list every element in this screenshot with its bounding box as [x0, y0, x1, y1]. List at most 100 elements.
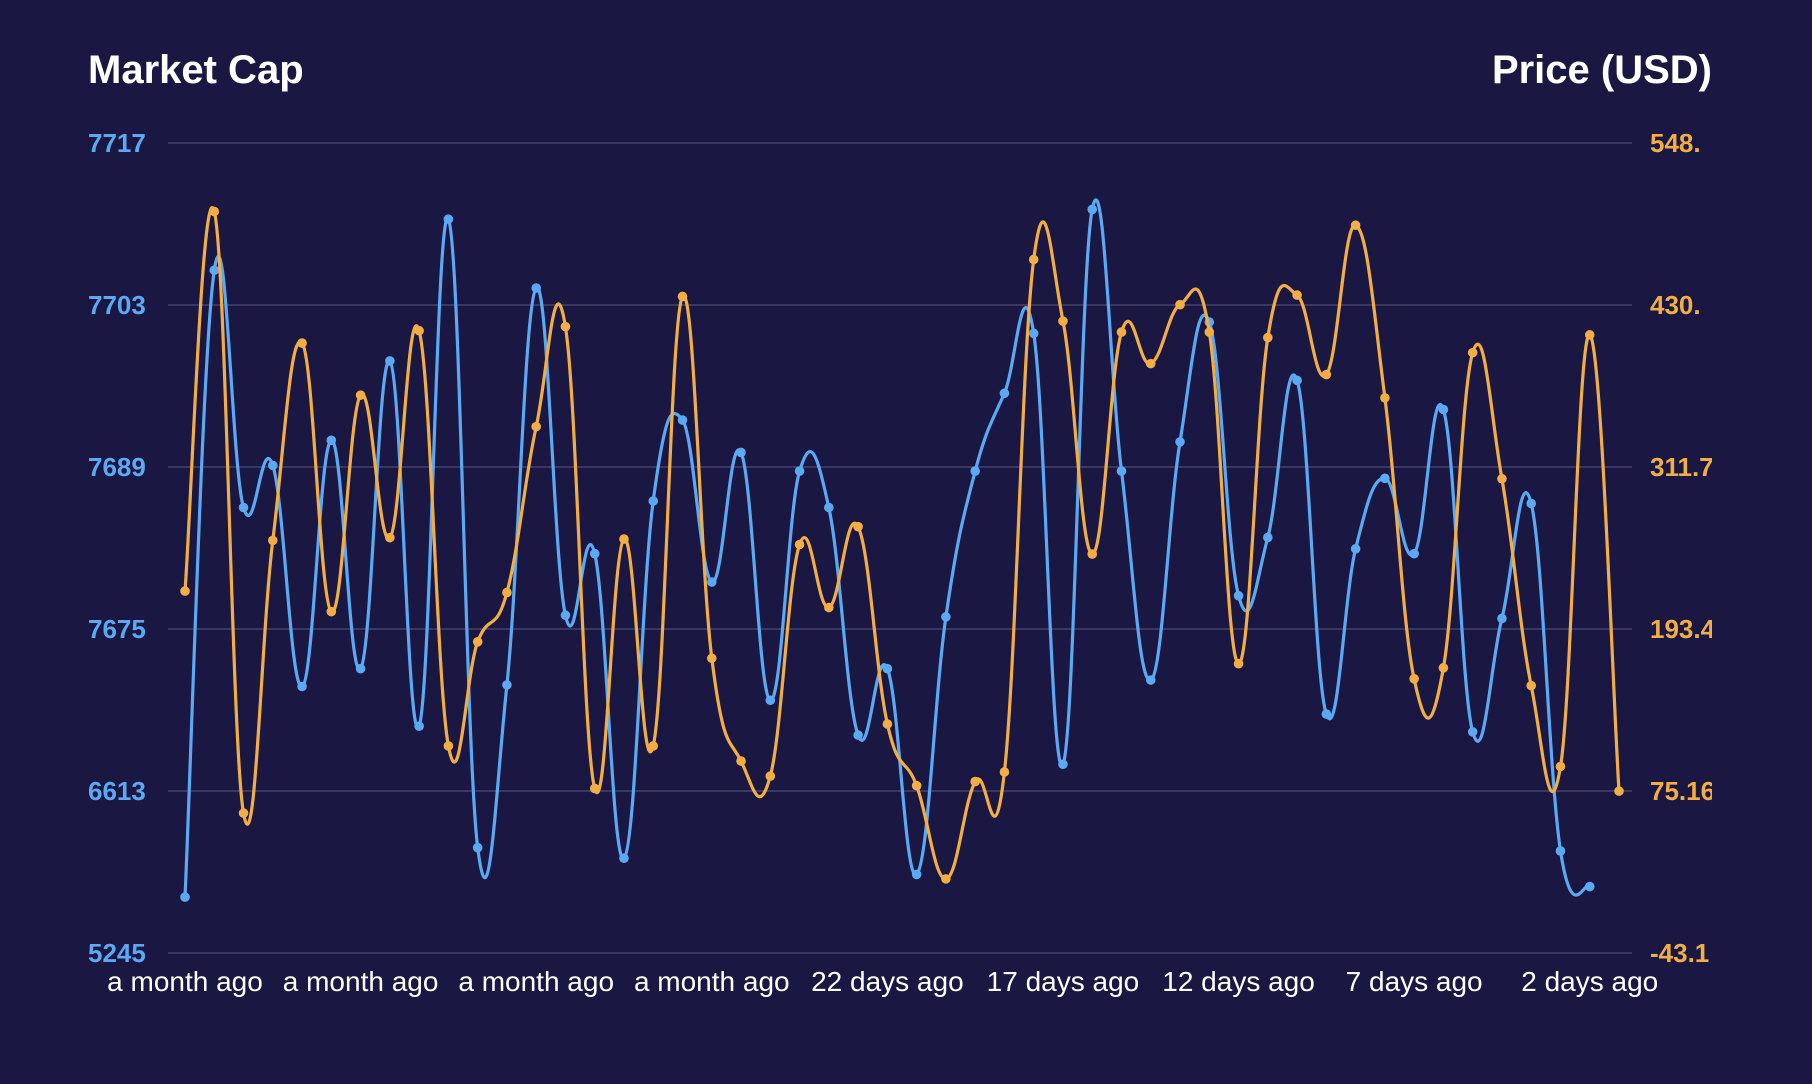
data-point-left — [326, 435, 337, 446]
data-point-right — [414, 325, 424, 336]
data-point-right — [1409, 673, 1419, 684]
data-point-left — [1467, 727, 1478, 737]
data-point-left — [1058, 759, 1068, 770]
data-point-right — [736, 756, 746, 766]
data-point-right — [853, 521, 863, 532]
data-point-right — [1204, 327, 1215, 337]
data-point-left — [911, 869, 922, 880]
data-point-left — [1350, 544, 1361, 554]
series-group — [180, 198, 1624, 902]
data-point-right — [1175, 299, 1185, 310]
data-point-left — [677, 415, 688, 425]
x-tick-label: a month ago — [634, 966, 790, 997]
left-axis-ticks: 7717 7703 7689 7675 6613 5245 — [88, 128, 146, 968]
data-point-left — [1584, 881, 1595, 892]
data-point-right — [1497, 473, 1507, 484]
data-point-right — [794, 539, 805, 550]
data-point-left — [1028, 328, 1039, 339]
data-point-right — [1526, 680, 1537, 691]
data-point-left — [238, 502, 249, 513]
data-point-left — [1438, 404, 1449, 415]
left-tick-label: 6613 — [88, 776, 146, 806]
data-point-right — [648, 741, 659, 751]
data-point-right — [1116, 327, 1127, 337]
data-point-right — [1058, 316, 1068, 326]
data-point-right — [1350, 220, 1361, 231]
data-point-left — [1145, 675, 1156, 685]
data-point-left — [414, 721, 424, 731]
right-tick-label: 75.16 — [1650, 776, 1715, 806]
data-point-left — [1526, 498, 1537, 509]
data-point-right — [267, 535, 278, 546]
gridlines — [168, 142, 1632, 954]
right-axis-ticks: 548. 430. 311.7 193.4 75.16 -43.1 — [1650, 128, 1716, 968]
data-point-right — [882, 719, 893, 729]
data-point-right — [560, 321, 571, 332]
data-point-left — [1292, 375, 1302, 386]
x-tick-label: 17 days ago — [987, 966, 1140, 997]
data-point-left — [589, 548, 600, 559]
data-point-left — [619, 853, 629, 864]
right-tick-label: 548. — [1650, 128, 1701, 158]
data-point-right — [970, 776, 980, 787]
data-point-right — [443, 741, 454, 751]
data-point-left — [297, 681, 307, 692]
data-point-left — [472, 842, 483, 853]
x-tick-label: a month ago — [458, 966, 614, 997]
right-tick-label: -43.1 — [1650, 938, 1709, 968]
data-point-left — [794, 466, 805, 476]
data-point-left — [1380, 473, 1390, 484]
data-point-left — [706, 577, 717, 587]
data-point-right — [502, 587, 512, 598]
left-tick-label: 7689 — [88, 452, 146, 482]
data-point-right — [297, 338, 307, 348]
data-point-left — [1409, 548, 1419, 559]
data-point-right — [765, 771, 776, 781]
x-axis-ticks: a month ago a month ago a month ago a month… — [107, 966, 1658, 997]
data-point-left — [736, 447, 746, 458]
data-point-right — [385, 532, 395, 543]
data-point-left — [1555, 846, 1566, 856]
x-tick-label: a month ago — [107, 966, 263, 997]
data-point-right — [326, 606, 337, 617]
data-point-left — [443, 214, 454, 224]
data-point-right — [999, 767, 1010, 777]
right-tick-label: 193.4 — [1650, 614, 1716, 644]
data-point-right — [1028, 254, 1039, 265]
data-point-right — [911, 780, 922, 791]
data-point-right — [1380, 393, 1390, 403]
data-point-right — [677, 291, 688, 302]
data-point-left — [502, 680, 512, 690]
data-point-right — [1555, 761, 1566, 772]
data-point-left — [1233, 590, 1244, 601]
data-point-left — [1116, 466, 1127, 476]
data-point-left — [941, 612, 951, 622]
right-axis-title: Price (USD) — [1492, 48, 1712, 92]
data-point-left — [853, 730, 863, 740]
data-point-left — [970, 466, 980, 476]
data-point-right — [472, 636, 483, 647]
data-point-left — [882, 663, 893, 674]
data-point-right — [589, 783, 600, 794]
data-point-right — [941, 874, 951, 884]
data-point-right — [1321, 369, 1332, 380]
x-tick-label: 2 days ago — [1521, 966, 1658, 997]
data-point-left — [1263, 532, 1273, 543]
left-tick-label: 7675 — [88, 614, 146, 644]
data-point-right — [238, 808, 249, 818]
data-point-right — [1263, 332, 1273, 343]
x-tick-label: a month ago — [283, 966, 439, 997]
left-axis-title: Market Cap — [88, 48, 304, 92]
data-point-right — [619, 534, 629, 544]
left-tick-label: 5245 — [88, 938, 146, 968]
right-tick-label: 311.7 — [1650, 452, 1714, 482]
x-tick-label: 12 days ago — [1162, 966, 1315, 997]
data-point-right — [1438, 663, 1449, 673]
data-point-right — [1233, 658, 1244, 669]
data-point-left — [180, 892, 190, 902]
data-point-right — [209, 206, 220, 217]
data-point-left — [824, 502, 834, 513]
data-point-left — [355, 663, 366, 674]
right-tick-label: 430. — [1650, 290, 1701, 320]
